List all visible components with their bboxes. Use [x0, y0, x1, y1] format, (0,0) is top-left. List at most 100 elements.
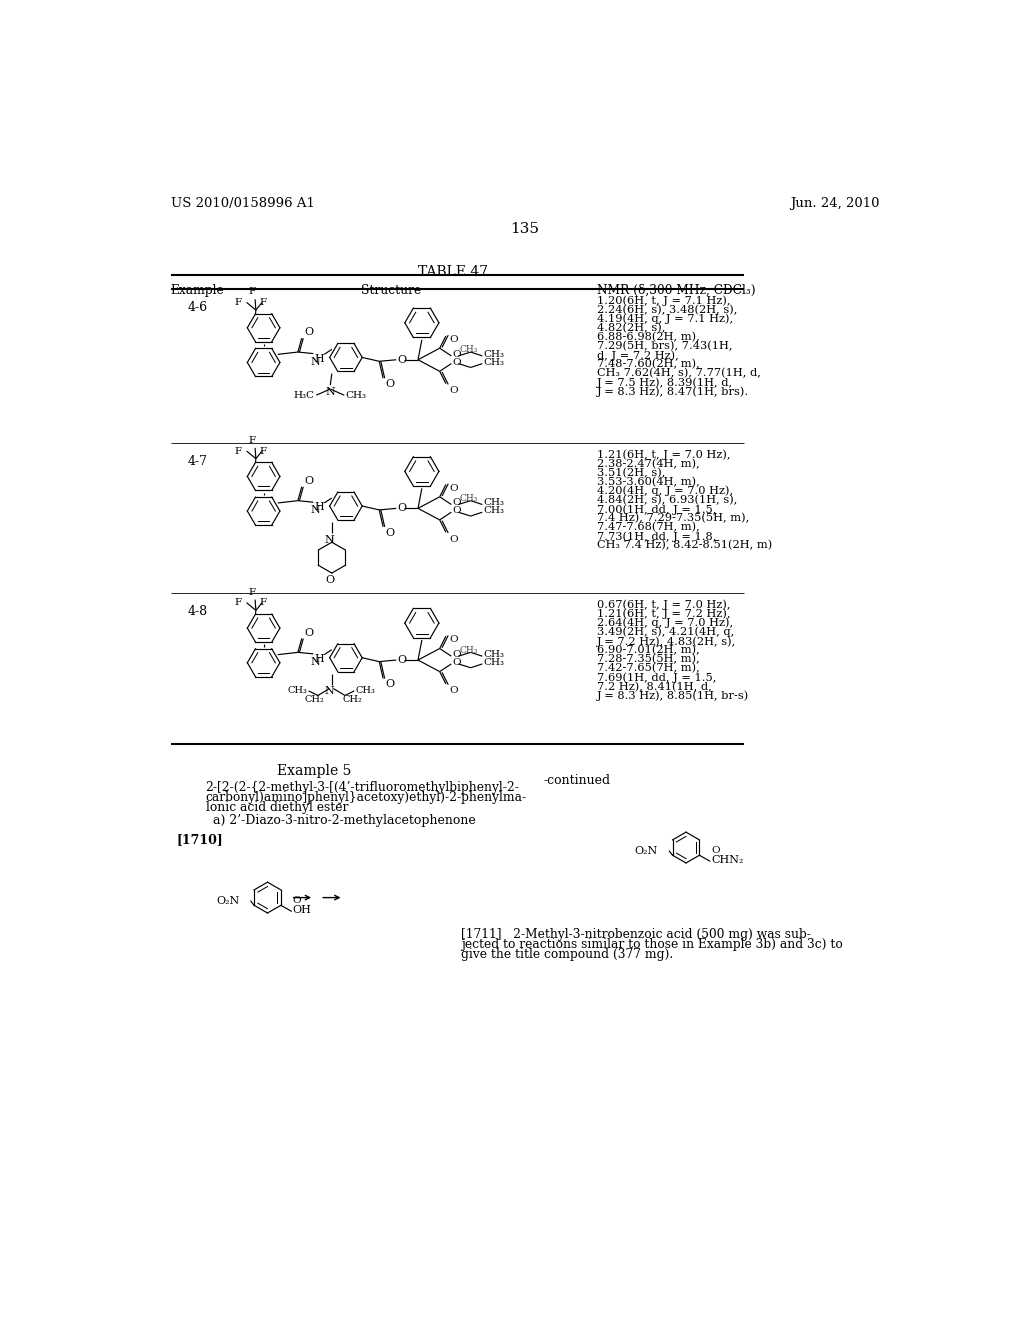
Text: O: O — [385, 680, 394, 689]
Text: 7.42-7.65(7H, m),: 7.42-7.65(7H, m), — [597, 663, 699, 673]
Text: CH₃: CH₃ — [355, 686, 375, 696]
Text: O: O — [385, 379, 394, 389]
Text: Example 5: Example 5 — [276, 763, 351, 777]
Text: Structure: Structure — [361, 284, 422, 297]
Text: N: N — [310, 356, 321, 367]
Text: F: F — [260, 598, 267, 607]
Text: a) 2’-Diazo-3-nitro-2-methylacetophenone: a) 2’-Diazo-3-nitro-2-methylacetophenone — [213, 814, 476, 828]
Text: F: F — [234, 598, 242, 607]
Text: J = 7.2 Hz), 4.83(2H, s),: J = 7.2 Hz), 4.83(2H, s), — [597, 636, 736, 647]
Text: O: O — [449, 535, 458, 544]
Text: 1.20(6H, t, J = 7.1 Hz),: 1.20(6H, t, J = 7.1 Hz), — [597, 296, 730, 306]
Text: 4.82(2H, s),: 4.82(2H, s), — [597, 322, 666, 333]
Text: J = 8.3 Hz), 8.85(1H, br-s): J = 8.3 Hz), 8.85(1H, br-s) — [597, 690, 750, 701]
Text: TABLE 47: TABLE 47 — [419, 264, 488, 279]
Text: O: O — [452, 358, 461, 367]
Text: F: F — [234, 446, 242, 455]
Text: 7.28-7.35(5H, m),: 7.28-7.35(5H, m), — [597, 655, 699, 664]
Text: O: O — [397, 355, 407, 364]
Text: O: O — [304, 628, 313, 638]
Text: CH₃: CH₃ — [459, 346, 477, 354]
Text: Jun. 24, 2010: Jun. 24, 2010 — [791, 197, 880, 210]
Text: O: O — [449, 335, 458, 345]
Text: F: F — [249, 436, 256, 445]
Text: [1710]: [1710] — [176, 833, 223, 846]
Text: 3.53-3.60(4H, m),: 3.53-3.60(4H, m), — [597, 477, 699, 487]
Text: O: O — [304, 327, 313, 338]
Text: 1.21(6H, t, J = 7.0 Hz),: 1.21(6H, t, J = 7.0 Hz), — [597, 449, 730, 461]
Text: -continued: -continued — [544, 775, 611, 788]
Text: CH₂: CH₂ — [305, 696, 325, 705]
Text: CH₃: CH₃ — [459, 494, 477, 503]
Text: CH₃: CH₃ — [483, 651, 504, 659]
Text: lonic acid diethyl ester: lonic acid diethyl ester — [206, 800, 348, 813]
Text: jected to reactions similar to those in Example 3b) and 3c) to: jected to reactions similar to those in … — [461, 939, 843, 952]
Text: [1711]   2-Methyl-3-nitrobenzoic acid (500 mg) was sub-: [1711] 2-Methyl-3-nitrobenzoic acid (500… — [461, 928, 811, 941]
Text: O: O — [449, 635, 458, 644]
Text: 7.00(1H, dd, J = 1.5,: 7.00(1H, dd, J = 1.5, — [597, 504, 716, 515]
Text: O₂N: O₂N — [216, 896, 240, 906]
Text: 4-8: 4-8 — [187, 605, 208, 618]
Text: carbonyl)amino]phenyl}acetoxy)ethyl)-2-phenylma-: carbonyl)amino]phenyl}acetoxy)ethyl)-2-p… — [206, 791, 526, 804]
Text: CH₂: CH₂ — [343, 696, 362, 705]
Text: NMR (δ,300 MHz, CDCl₃): NMR (δ,300 MHz, CDCl₃) — [597, 284, 756, 297]
Text: CH₃ 7.4 Hz), 8.42-8.51(2H, m): CH₃ 7.4 Hz), 8.42-8.51(2H, m) — [597, 540, 772, 550]
Text: CH₃: CH₃ — [483, 657, 504, 667]
Text: CH₃: CH₃ — [345, 391, 366, 400]
Text: N: N — [325, 535, 335, 545]
Text: 3.49(2H, s), 4.21(4H, q,: 3.49(2H, s), 4.21(4H, q, — [597, 627, 734, 638]
Text: N: N — [310, 657, 321, 667]
Text: O: O — [449, 686, 458, 696]
Text: CH₃: CH₃ — [287, 686, 307, 696]
Text: O: O — [397, 503, 407, 513]
Text: 3.51(2H, s),: 3.51(2H, s), — [597, 467, 666, 478]
Text: O: O — [452, 350, 461, 359]
Text: N: N — [325, 686, 335, 696]
Text: H: H — [314, 502, 324, 512]
Text: F: F — [260, 446, 267, 455]
Text: 2-[2-(2-{2-methyl-3-[(4’-trifluoromethylbiphenyl-2-: 2-[2-(2-{2-methyl-3-[(4’-trifluoromethyl… — [206, 780, 519, 793]
Text: 2.38-2.47(4H, m),: 2.38-2.47(4H, m), — [597, 458, 699, 469]
Text: 135: 135 — [510, 222, 540, 235]
Text: O: O — [449, 385, 458, 395]
Text: d, J = 7.2 Hz),: d, J = 7.2 Hz), — [597, 350, 679, 360]
Text: 4-6: 4-6 — [187, 301, 208, 314]
Text: N: N — [310, 506, 321, 515]
Text: O: O — [452, 506, 461, 515]
Text: 1.21(6H, t, J = 7.2 Hz),: 1.21(6H, t, J = 7.2 Hz), — [597, 609, 730, 619]
Text: H₃C: H₃C — [294, 391, 314, 400]
Text: F: F — [249, 587, 256, 597]
Text: F: F — [260, 298, 267, 308]
Text: Example: Example — [171, 284, 224, 297]
Text: 4.84(2H, s), 6.93(1H, s),: 4.84(2H, s), 6.93(1H, s), — [597, 495, 737, 506]
Text: CH₃ 7.62(4H, s), 7.77(1H, d,: CH₃ 7.62(4H, s), 7.77(1H, d, — [597, 368, 761, 379]
Text: 7.47-7.68(7H, m),: 7.47-7.68(7H, m), — [597, 523, 699, 532]
Text: CH₃: CH₃ — [483, 350, 504, 359]
Text: H: H — [314, 354, 324, 363]
Text: CH₃: CH₃ — [483, 499, 504, 507]
Text: O: O — [711, 846, 720, 855]
Text: O: O — [452, 651, 461, 659]
Text: N: N — [326, 387, 335, 397]
Text: O: O — [397, 655, 407, 665]
Text: 7.48-7.60(2H, m),: 7.48-7.60(2H, m), — [597, 359, 699, 370]
Text: 2.24(6H, s), 3.48(2H, s),: 2.24(6H, s), 3.48(2H, s), — [597, 305, 737, 315]
Text: F: F — [249, 288, 256, 296]
Text: 7.69(1H, dd, J = 1.5,: 7.69(1H, dd, J = 1.5, — [597, 672, 716, 682]
Text: O: O — [449, 483, 458, 492]
Text: O: O — [452, 657, 461, 667]
Text: 7.4 Hz), 7.29-7.35(5H, m),: 7.4 Hz), 7.29-7.35(5H, m), — [597, 513, 750, 524]
Text: OH: OH — [293, 906, 311, 915]
Text: O₂N: O₂N — [635, 846, 658, 855]
Text: 7.73(1H, dd, J = 1.8,: 7.73(1H, dd, J = 1.8, — [597, 531, 716, 541]
Text: J = 7.5 Hz), 8.39(1H, d,: J = 7.5 Hz), 8.39(1H, d, — [597, 378, 733, 388]
Text: H: H — [314, 653, 324, 664]
Text: CHN₂: CHN₂ — [711, 855, 743, 865]
Text: 2.64(4H, q, J = 7.0 Hz),: 2.64(4H, q, J = 7.0 Hz), — [597, 618, 733, 628]
Text: 6.88-6.98(2H, m),: 6.88-6.98(2H, m), — [597, 331, 699, 342]
Text: 0.67(6H, t, J = 7.0 Hz),: 0.67(6H, t, J = 7.0 Hz), — [597, 599, 730, 610]
Text: US 2010/0158996 A1: US 2010/0158996 A1 — [171, 197, 314, 210]
Text: O: O — [293, 896, 301, 906]
Text: CH₃: CH₃ — [483, 358, 504, 367]
Text: 7.2 Hz), 8.41(1H, d,: 7.2 Hz), 8.41(1H, d, — [597, 681, 712, 692]
